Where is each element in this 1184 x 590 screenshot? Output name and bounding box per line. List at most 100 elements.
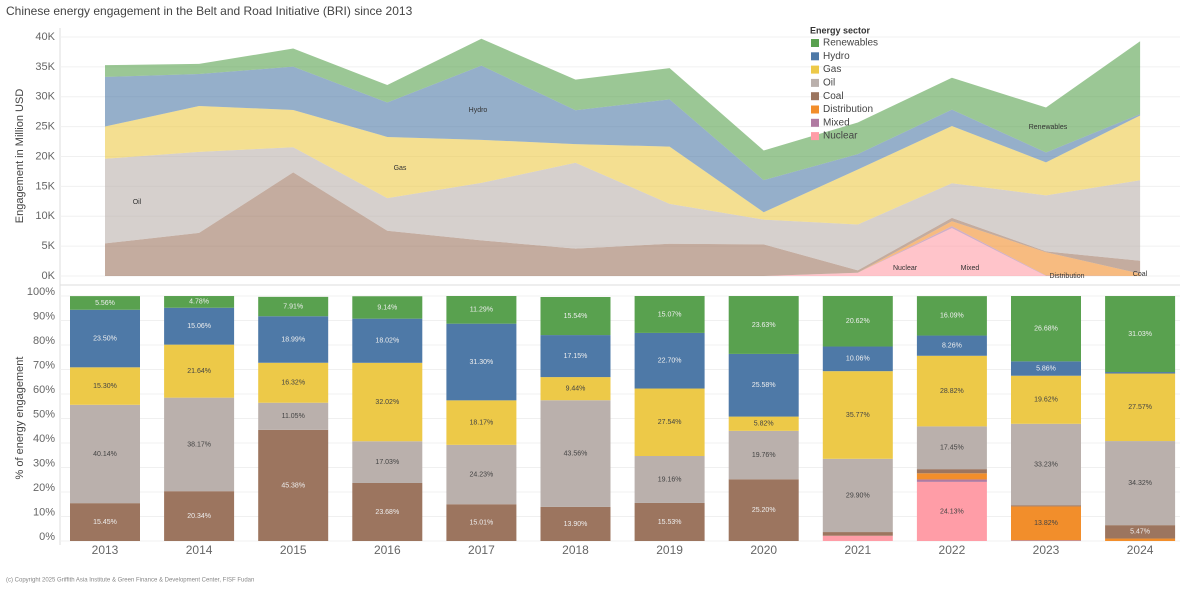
bar-segment xyxy=(1011,423,1081,506)
data-label: 5.86% xyxy=(1036,365,1056,372)
data-label: 15.07% xyxy=(658,311,682,318)
bar-segment xyxy=(540,335,611,378)
legend-swatch xyxy=(811,105,819,114)
y-tick-label: 35K xyxy=(35,61,55,73)
legend-swatch xyxy=(811,65,819,74)
data-label: 23.68% xyxy=(375,509,399,516)
bar-segment xyxy=(634,332,705,389)
x-tick-label: 2016 xyxy=(374,543,401,557)
bar-segment xyxy=(916,479,987,482)
x-tick-label: 2024 xyxy=(1127,543,1154,557)
bar-segment xyxy=(352,296,423,319)
y-tick-label: 70% xyxy=(33,359,55,371)
bar-segment xyxy=(1105,296,1176,373)
bar-segment xyxy=(1011,540,1081,541)
data-label: 32.02% xyxy=(375,399,399,406)
bar-segment xyxy=(258,316,329,363)
data-label: 20.62% xyxy=(846,318,870,325)
footer: (c) Copyright 2025 Griffith Asia Institu… xyxy=(6,578,254,584)
y-tick-label: 50% xyxy=(33,408,55,420)
data-label: 40.14% xyxy=(93,451,117,458)
bar-segment xyxy=(258,296,329,317)
data-label: 43.56% xyxy=(564,450,588,457)
bar-segment xyxy=(634,456,705,503)
bar-segment xyxy=(164,344,235,398)
data-label: 13.90% xyxy=(564,521,588,528)
x-tick-label: 2020 xyxy=(750,543,777,557)
data-label: 19.16% xyxy=(658,476,682,483)
data-label: 20.34% xyxy=(187,513,211,520)
y-tick-label: 20% xyxy=(33,482,55,494)
bar-segment xyxy=(446,400,517,445)
data-label: 38.17% xyxy=(187,441,211,448)
x-tick-label: 2022 xyxy=(939,543,966,557)
area xyxy=(105,65,1141,213)
data-label: 15.30% xyxy=(93,383,117,390)
bar-segment xyxy=(70,296,140,310)
data-label: 24.23% xyxy=(470,471,494,478)
bar-segment xyxy=(822,535,893,541)
data-label: 18.99% xyxy=(281,336,305,343)
data-label: 19.62% xyxy=(1034,397,1058,404)
bar-segment xyxy=(164,491,235,541)
data-label: 31.30% xyxy=(470,359,494,366)
bar-segment xyxy=(164,307,235,345)
legend-label: Mixed xyxy=(823,117,850,128)
bar-segment xyxy=(540,506,611,541)
data-label: 11.29% xyxy=(470,307,493,314)
bar-segment xyxy=(916,469,987,474)
data-label: 45.38% xyxy=(281,482,305,489)
y-tick-label: 90% xyxy=(33,310,55,322)
y-tick-label: 30% xyxy=(33,457,55,469)
data-label: 19.76% xyxy=(752,452,776,459)
y-tick-label: 10% xyxy=(33,506,55,518)
x-tick-label: 2015 xyxy=(280,543,307,557)
data-label: 15.01% xyxy=(470,519,494,526)
data-label: 26.68% xyxy=(1034,326,1058,333)
y-tick-label: 0% xyxy=(39,531,55,543)
data-label: 15.06% xyxy=(187,323,211,330)
data-label: 5.56% xyxy=(95,300,115,307)
bar-segment xyxy=(1105,372,1176,374)
data-label: 7.91% xyxy=(283,303,303,310)
bar-segment xyxy=(916,296,987,336)
legend-label: Hydro xyxy=(823,51,850,62)
x-tick-label: 2017 xyxy=(468,543,495,557)
bar-segment xyxy=(70,503,140,541)
legend-swatch xyxy=(811,92,819,101)
bar-segment xyxy=(258,429,329,541)
data-label: 29.90% xyxy=(846,492,870,499)
x-tick-label: 2021 xyxy=(844,543,871,557)
bar-segment xyxy=(258,362,329,403)
data-label: 33.23% xyxy=(1034,461,1058,468)
bar-segment xyxy=(728,430,799,480)
x-tick-label: 2019 xyxy=(656,543,683,557)
y-tick-label: 60% xyxy=(33,384,55,396)
area xyxy=(105,105,1141,225)
area xyxy=(105,228,1141,276)
annotation: Nuclear xyxy=(893,265,918,272)
bar-segment xyxy=(70,404,140,504)
data-label: 31.03% xyxy=(1128,331,1152,338)
bar-segment xyxy=(352,482,423,541)
area xyxy=(105,38,1141,181)
y-tick-label: 0K xyxy=(42,270,56,282)
annotation: Oil xyxy=(133,199,142,206)
bar-segment xyxy=(822,532,893,536)
bar-segment xyxy=(634,388,705,457)
data-label: 25.20% xyxy=(752,507,776,514)
data-label: 15.54% xyxy=(564,313,588,320)
data-label: 27.54% xyxy=(658,419,682,426)
bar-segment xyxy=(728,353,799,417)
bar-segment xyxy=(352,318,423,363)
bar-segment xyxy=(916,335,987,356)
data-label: 21.64% xyxy=(187,368,211,375)
bar-segment xyxy=(916,355,987,427)
bar-segment xyxy=(446,504,517,541)
area xyxy=(105,226,1141,276)
bar-segment xyxy=(352,441,423,483)
annotation: Hydro xyxy=(469,107,488,114)
legend-swatch xyxy=(811,52,819,61)
annotation: Renewables xyxy=(1029,124,1068,131)
